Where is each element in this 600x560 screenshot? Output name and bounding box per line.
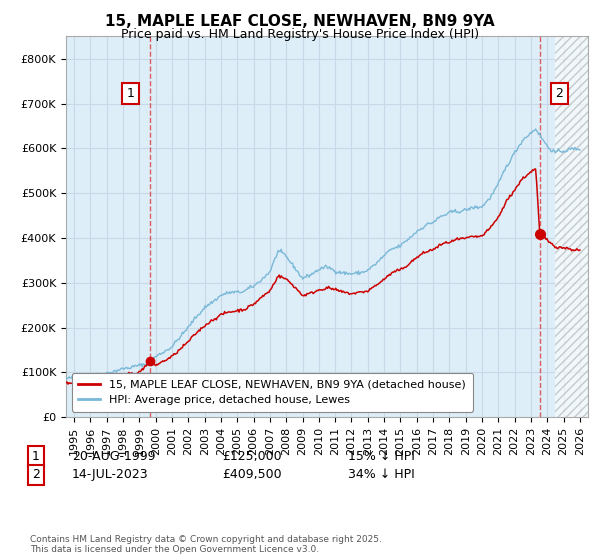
Text: 1: 1 — [32, 450, 40, 463]
Text: 15, MAPLE LEAF CLOSE, NEWHAVEN, BN9 9YA: 15, MAPLE LEAF CLOSE, NEWHAVEN, BN9 9YA — [105, 14, 495, 29]
Text: 15% ↓ HPI: 15% ↓ HPI — [348, 450, 415, 463]
Legend: 15, MAPLE LEAF CLOSE, NEWHAVEN, BN9 9YA (detached house), HPI: Average price, de: 15, MAPLE LEAF CLOSE, NEWHAVEN, BN9 9YA … — [71, 373, 473, 412]
Text: 1: 1 — [127, 87, 134, 100]
Bar — [556, 36, 588, 417]
Text: 20-AUG-1999: 20-AUG-1999 — [72, 450, 155, 463]
Text: Price paid vs. HM Land Registry's House Price Index (HPI): Price paid vs. HM Land Registry's House … — [121, 28, 479, 41]
Text: 14-JUL-2023: 14-JUL-2023 — [72, 468, 149, 482]
Text: 2: 2 — [32, 468, 40, 482]
Text: £125,000: £125,000 — [222, 450, 281, 463]
Text: £409,500: £409,500 — [222, 468, 281, 482]
Text: 34% ↓ HPI: 34% ↓ HPI — [348, 468, 415, 482]
Text: Contains HM Land Registry data © Crown copyright and database right 2025.
This d: Contains HM Land Registry data © Crown c… — [30, 535, 382, 554]
Text: 2: 2 — [556, 87, 563, 100]
